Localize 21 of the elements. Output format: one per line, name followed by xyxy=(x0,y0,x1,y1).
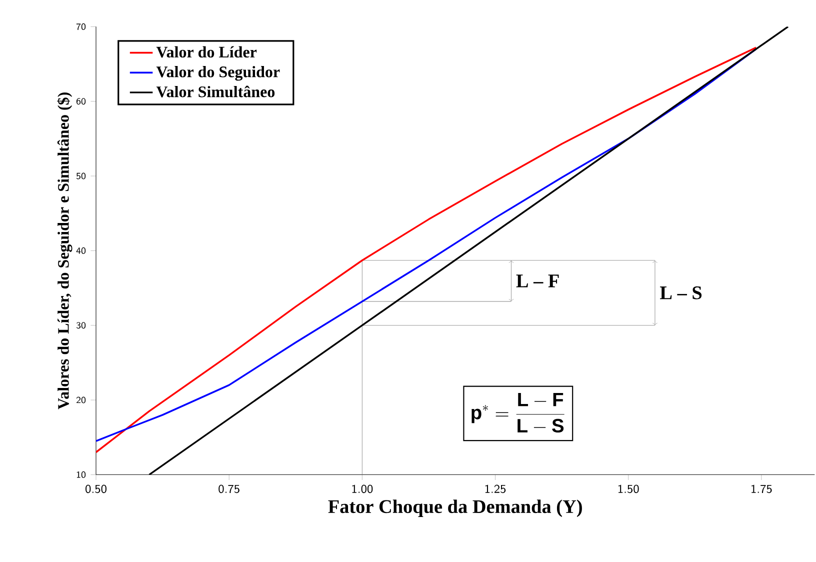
annotation: L – F xyxy=(516,274,559,288)
y-tick-label: 20 xyxy=(76,396,86,404)
y-axis-title: Valores do Líder, do Seguidor e Simultâneo ($) xyxy=(57,92,72,410)
y-tick-label: 40 xyxy=(76,247,86,254)
y-tick-label: 50 xyxy=(76,172,86,180)
y-tick-label: 70 xyxy=(76,23,86,30)
legend-label: Valor Simultâneo xyxy=(156,86,275,98)
x-tick-label: 1.50 xyxy=(618,484,639,494)
legend-label: Valor do Seguidor xyxy=(156,66,280,81)
annotation: L – S xyxy=(660,286,702,300)
x-tick-label: 1.75 xyxy=(752,484,772,494)
x-tick-label: 1.00 xyxy=(352,484,373,494)
legend-label: Valor do Líder xyxy=(156,46,257,58)
x-tick-label: 0.50 xyxy=(86,484,106,494)
x-axis-title: Fator Choque da Demanda (Y) xyxy=(328,500,582,517)
y-tick-label: 60 xyxy=(76,98,86,105)
x-tick-label: 1.25 xyxy=(485,484,506,494)
y-tick-label: 30 xyxy=(76,322,86,329)
annotation: $\mathbf{p^{*} = \frac{L - F}{L - S}}$ xyxy=(472,392,564,433)
y-tick-label: 10 xyxy=(76,471,86,478)
x-tick-label: 0.75 xyxy=(218,484,240,494)
